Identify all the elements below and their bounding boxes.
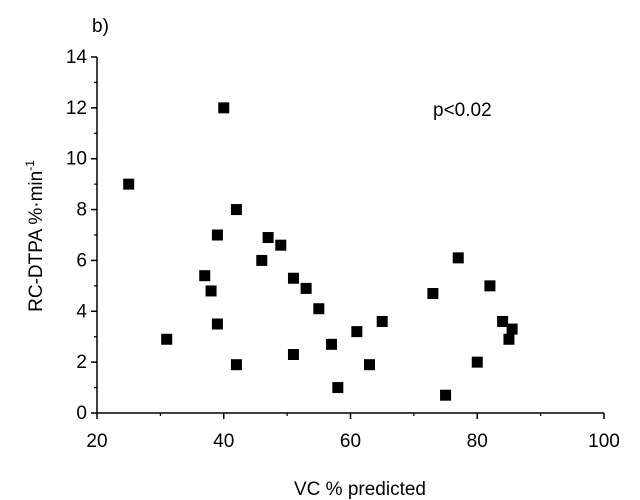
y-tick-label: 6 — [76, 250, 87, 271]
data-point — [275, 239, 287, 251]
data-point — [452, 252, 464, 264]
y-axis-title-main: RC-DTPA %·min — [26, 171, 47, 312]
panel-label: b) — [92, 16, 109, 37]
y-tick-label: 2 — [76, 352, 87, 373]
data-point — [205, 285, 217, 297]
data-point — [300, 282, 312, 294]
y-tick-label: 10 — [66, 149, 87, 170]
data-point — [497, 315, 509, 327]
y-tick-label: 8 — [76, 200, 87, 221]
x-tick-label: 100 — [588, 431, 620, 452]
data-point — [440, 389, 452, 401]
y-axis-title: RC-DTPA %·min-1 — [23, 160, 47, 312]
x-tick-label: 20 — [86, 431, 107, 452]
x-tick-label: 80 — [467, 431, 488, 452]
data-point — [287, 349, 299, 361]
data-point — [218, 102, 230, 114]
x-tick-label: 40 — [213, 431, 234, 452]
annotation-text: p<0.02 — [433, 100, 492, 121]
data-point — [364, 359, 376, 371]
data-point — [262, 232, 274, 244]
y-tick-label: 4 — [76, 301, 87, 322]
data-point — [199, 270, 211, 282]
data-points — [123, 102, 518, 401]
data-point — [506, 323, 518, 335]
data-point — [484, 280, 496, 292]
x-tick-label: 60 — [340, 431, 361, 452]
data-point — [211, 229, 223, 241]
data-point — [427, 287, 439, 299]
y-tick-label: 0 — [76, 403, 87, 424]
y-tick-label: 12 — [66, 98, 87, 119]
data-point — [230, 204, 242, 216]
x-axis-title: VC % predicted — [294, 479, 426, 500]
y-tick-label: 14 — [66, 47, 88, 68]
y-axis-ticks: 0 2 4 6 8 10 12 14 — [66, 47, 97, 424]
data-point — [376, 315, 388, 327]
data-point — [161, 333, 173, 345]
data-point — [313, 303, 325, 315]
y-axis-title-superscript: -1 — [23, 160, 37, 171]
data-point — [503, 333, 515, 345]
data-point — [351, 326, 363, 338]
x-axis-ticks: 20 40 60 80 100 — [86, 413, 620, 452]
data-point — [325, 338, 337, 350]
data-point — [211, 318, 223, 330]
data-point — [332, 382, 344, 394]
data-point — [471, 356, 483, 368]
data-point — [256, 254, 268, 266]
data-point — [123, 178, 135, 190]
data-point — [287, 272, 299, 284]
plot-frame — [96, 57, 604, 414]
data-point — [230, 359, 242, 371]
